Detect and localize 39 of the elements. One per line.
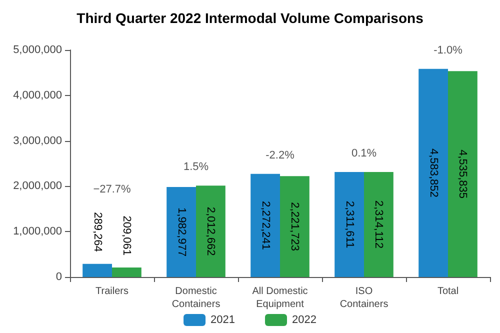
annotation: 1.5% bbox=[183, 161, 209, 174]
annotation: -1.0% bbox=[434, 44, 463, 56]
x-tick-label: ISO Containers bbox=[340, 286, 388, 310]
data-label: 2,311,611 bbox=[343, 200, 356, 248]
data-label: 289,264 bbox=[91, 212, 104, 252]
bar bbox=[196, 186, 226, 277]
data-label: 4,583,852 bbox=[427, 148, 440, 198]
data-label: 2,272,241 bbox=[259, 200, 272, 250]
annotation: 0.1% bbox=[351, 147, 377, 160]
x-tick-label: Trailers bbox=[96, 286, 128, 297]
data-label: 209,061 bbox=[120, 216, 133, 256]
bar bbox=[82, 264, 112, 277]
x-tick-label: All Domestic Equipment bbox=[252, 286, 308, 310]
y-tick-label: 1,000,000 bbox=[13, 226, 62, 238]
data-label: 2,314,112 bbox=[372, 200, 385, 249]
y-tick-label: 0 bbox=[56, 271, 62, 283]
data-label: 2,221,723 bbox=[288, 202, 301, 252]
y-tick-label: 2,000,000 bbox=[13, 180, 62, 192]
y-tick-label: 3,000,000 bbox=[13, 134, 62, 147]
annotation: -2.2% bbox=[266, 149, 295, 162]
data-label: 4,535,835 bbox=[456, 150, 469, 199]
bar bbox=[112, 268, 142, 277]
x-tick-label: Total bbox=[437, 286, 459, 297]
bar bbox=[364, 172, 394, 277]
data-label: 1,982,977 bbox=[175, 208, 188, 256]
bar bbox=[418, 68, 448, 277]
annotation: −27.7% bbox=[93, 183, 132, 196]
bar bbox=[166, 186, 196, 277]
y-tick-label: 5,000,000 bbox=[13, 44, 62, 56]
legend-label: 2022 bbox=[292, 314, 316, 326]
data-label: 2,012,662 bbox=[204, 206, 217, 256]
legend-label: 2021 bbox=[210, 314, 236, 326]
bar bbox=[448, 71, 478, 277]
x-tick-label: Domestic Containers bbox=[172, 286, 220, 310]
bar bbox=[280, 176, 310, 277]
bar bbox=[250, 174, 280, 277]
chart-title: Third Quarter 2022 Intermodal Volume Comparisons bbox=[76, 10, 424, 26]
y-tick-label: 4,000,000 bbox=[13, 89, 62, 102]
bar bbox=[334, 172, 364, 277]
